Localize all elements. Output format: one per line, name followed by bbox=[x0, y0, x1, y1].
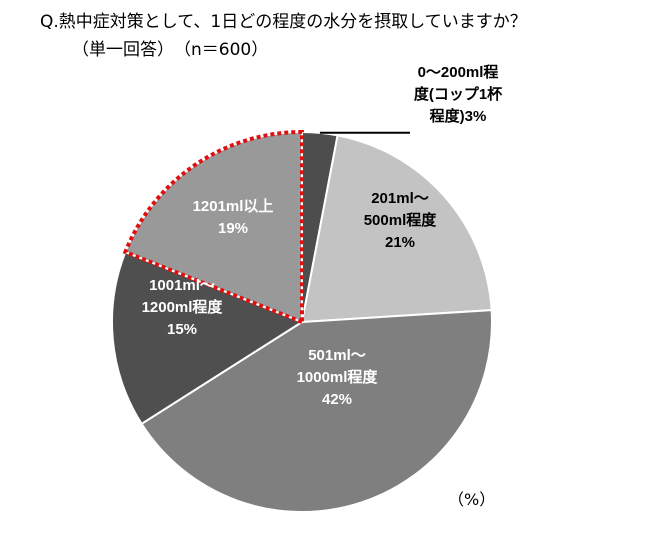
slice-labels: 0〜200ml程度(コップ1杯程度)3% 201ml〜 500ml程度 21% 501m… bbox=[142, 64, 504, 408]
slice-label: 201ml〜 500ml程度 21% bbox=[364, 190, 438, 251]
slice-label: 1201ml以上 19% bbox=[193, 198, 274, 237]
slice-label: 1001ml〜 1200ml程度 15% bbox=[142, 277, 224, 338]
pie-slices bbox=[111, 130, 494, 513]
chart-subtitle: （単一回答） （n＝600） bbox=[72, 40, 269, 60]
unit-label: （%） bbox=[448, 490, 496, 509]
slice-label: 501ml〜 1000ml程度 42% bbox=[297, 347, 379, 408]
pie-slice bbox=[140, 309, 494, 513]
highlight-border bbox=[122, 129, 304, 325]
pie-slice bbox=[111, 250, 305, 426]
pie-slice bbox=[300, 134, 493, 324]
slice-label: 0〜200ml程度(コップ1杯程度)3% bbox=[414, 64, 503, 125]
chart-title: Q.熱中症対策として、1日どの程度の水分を摂取していますか？ bbox=[40, 12, 527, 32]
highlight-outline bbox=[122, 129, 304, 325]
